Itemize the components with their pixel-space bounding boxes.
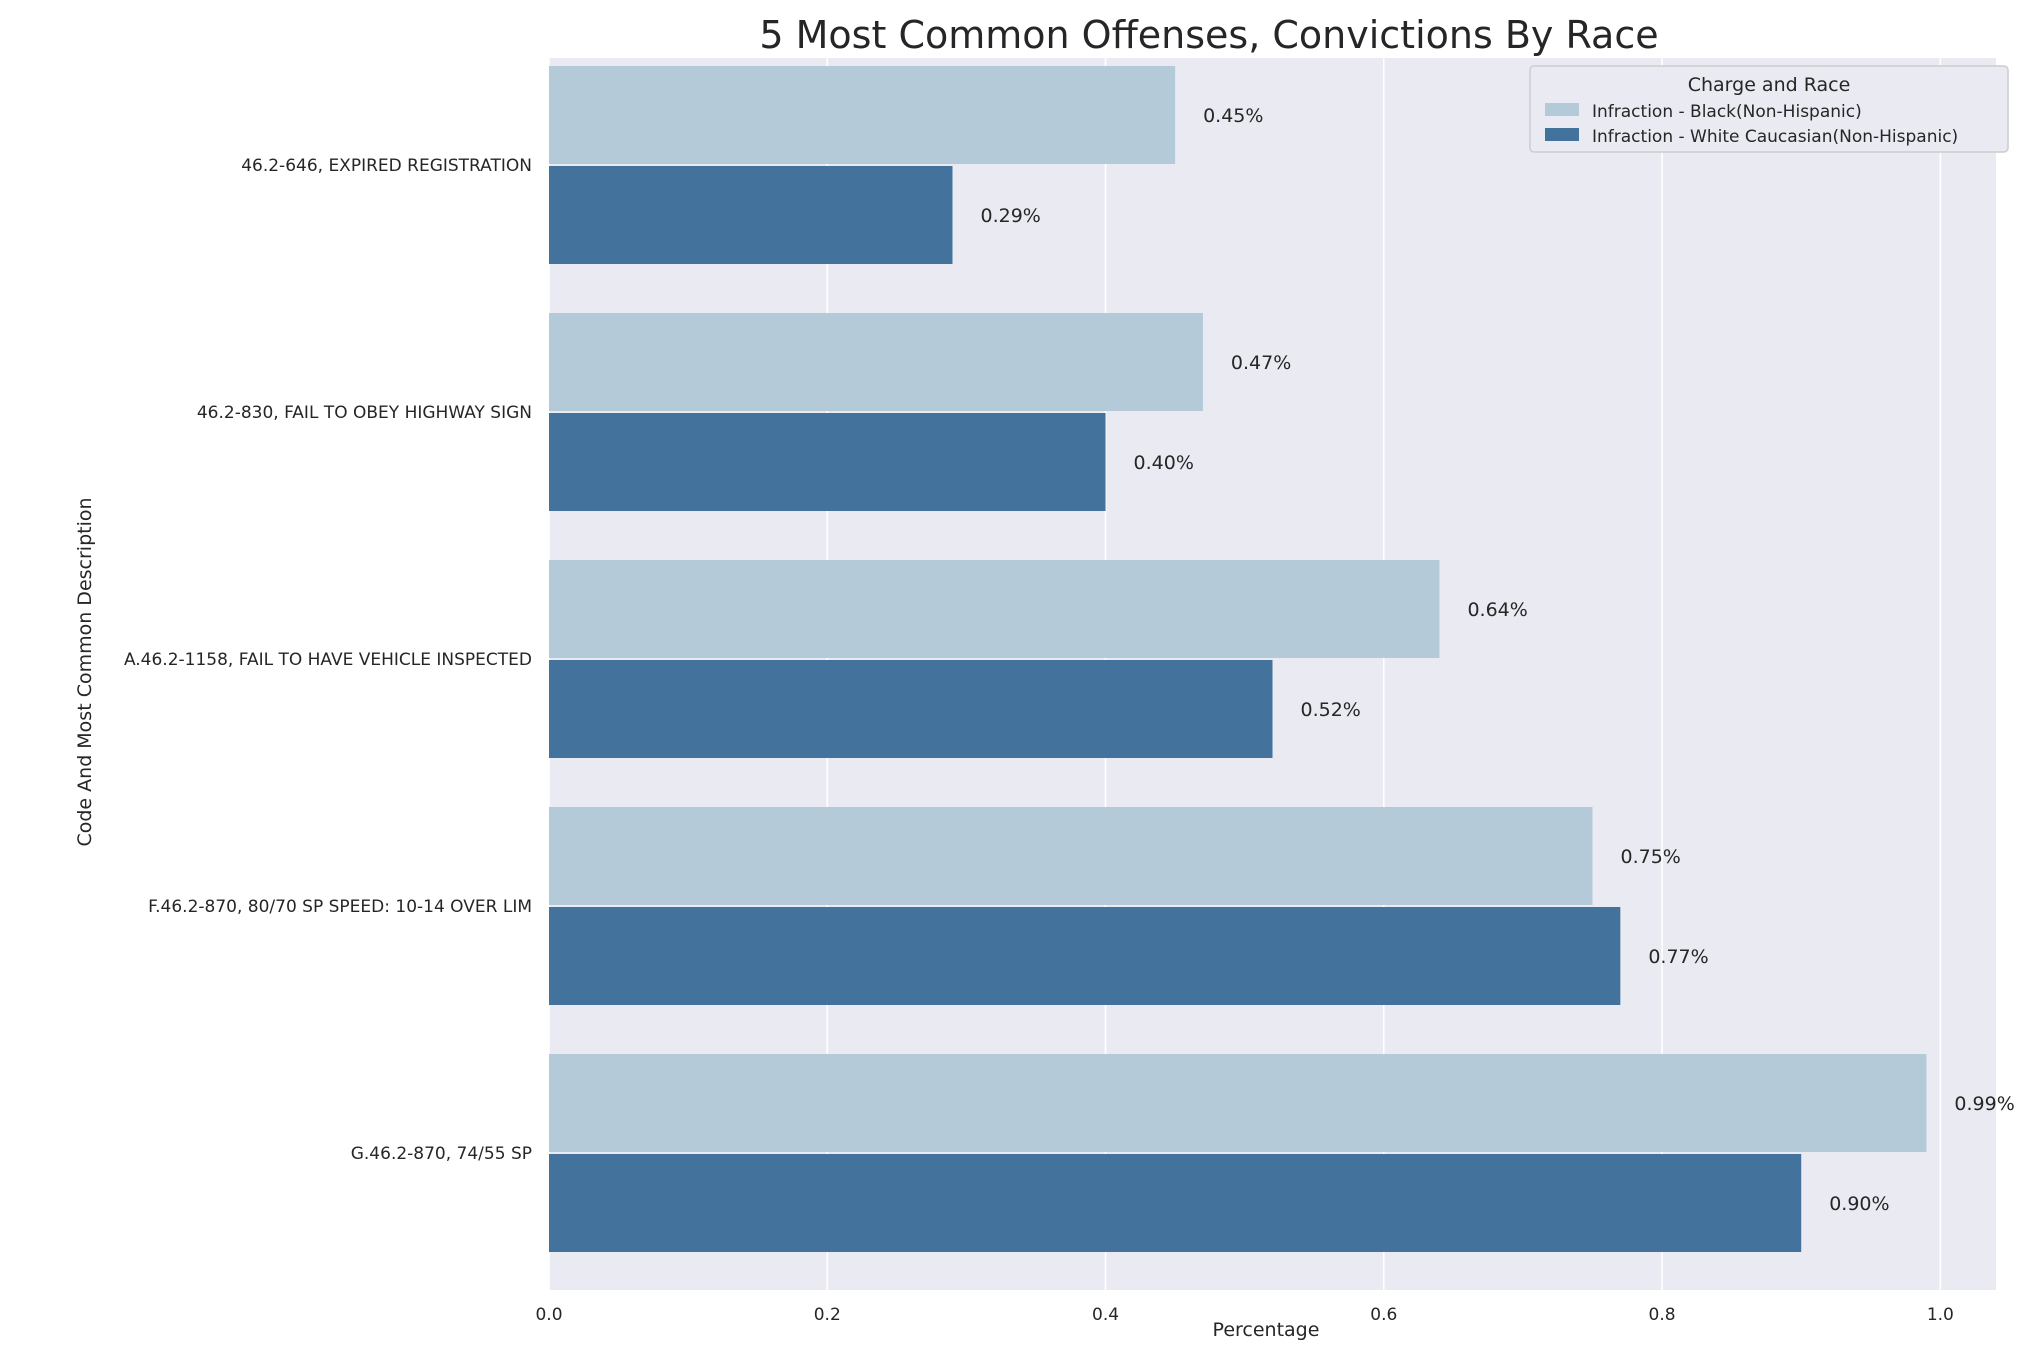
bar-value-label: 0.64%: [1467, 599, 1527, 621]
bar-series-1: [549, 1154, 1802, 1252]
bar-series-1: [549, 413, 1106, 511]
bar-value-label: 0.99%: [1954, 1093, 2014, 1115]
y-axis-label: Code And Most Common Description: [74, 497, 96, 846]
legend-label-1: Infraction - White Caucasian(Non-Hispani…: [1592, 127, 1958, 147]
legend-swatch-1: [1545, 128, 1579, 141]
x-tick-label: 0.8: [1649, 1305, 1676, 1325]
bar-series-1: [549, 660, 1273, 758]
chart-title: 5 Most Common Offenses, Convictions By R…: [759, 13, 1658, 57]
bar-value-label: 0.47%: [1231, 352, 1291, 374]
bar-series-1: [549, 166, 953, 264]
bar-value-label: 0.52%: [1301, 699, 1361, 721]
bars: [549, 66, 1927, 1252]
legend-box: [1529, 65, 2009, 153]
x-tick-label: 0.6: [1370, 1305, 1397, 1325]
legend: Charge and Race Infraction - Black(Non-H…: [1529, 65, 2009, 153]
x-tick-label: 0.4: [1092, 1305, 1119, 1325]
bar-value-label: 0.29%: [980, 205, 1040, 227]
bar-series-0: [549, 560, 1440, 658]
bar-value-label: 0.40%: [1134, 452, 1194, 474]
y-tick-label: G.46.2-870, 74/55 SP: [351, 1144, 532, 1164]
y-tick-label: F.46.2-870, 80/70 SP SPEED: 10-14 OVER L…: [148, 897, 532, 917]
x-tick-label: 0.2: [814, 1305, 841, 1325]
bar-value-label: 0.77%: [1648, 946, 1708, 968]
y-tick-label: 46.2-830, FAIL TO OBEY HIGHWAY SIGN: [197, 403, 532, 423]
bar-value-label: 0.45%: [1203, 105, 1263, 127]
x-tick-label: 0.0: [535, 1305, 562, 1325]
bar-series-0: [549, 807, 1593, 905]
y-tick-label: A.46.2-1158, FAIL TO HAVE VEHICLE INSPEC…: [124, 650, 532, 670]
bar-series-1: [549, 907, 1621, 1005]
bar-value-label: 0.90%: [1829, 1193, 1889, 1215]
axes: 0.0 0.2 0.4 0.6 0.8 1.0 46.2-646, EXPIRED REGI…: [124, 156, 1954, 1325]
legend-label-0: Infraction - Black(Non-Hispanic): [1592, 102, 1862, 122]
x-tick-label: 1.0: [1927, 1305, 1954, 1325]
bar-series-0: [549, 313, 1203, 411]
bar-series-0: [549, 66, 1176, 164]
legend-title: Charge and Race: [1688, 74, 1851, 96]
data-labels: 0.45% 0.29% 0.47% 0.40% 0.64% 0.52% 0.75% 0.77%…: [980, 105, 2014, 1215]
bar-value-label: 0.75%: [1621, 846, 1681, 868]
legend-swatch-0: [1545, 103, 1579, 116]
x-axis-label: Percentage: [1213, 1319, 1320, 1341]
bar-series-0: [549, 1054, 1927, 1152]
y-tick-label: 46.2-646, EXPIRED REGISTRATION: [241, 156, 532, 176]
